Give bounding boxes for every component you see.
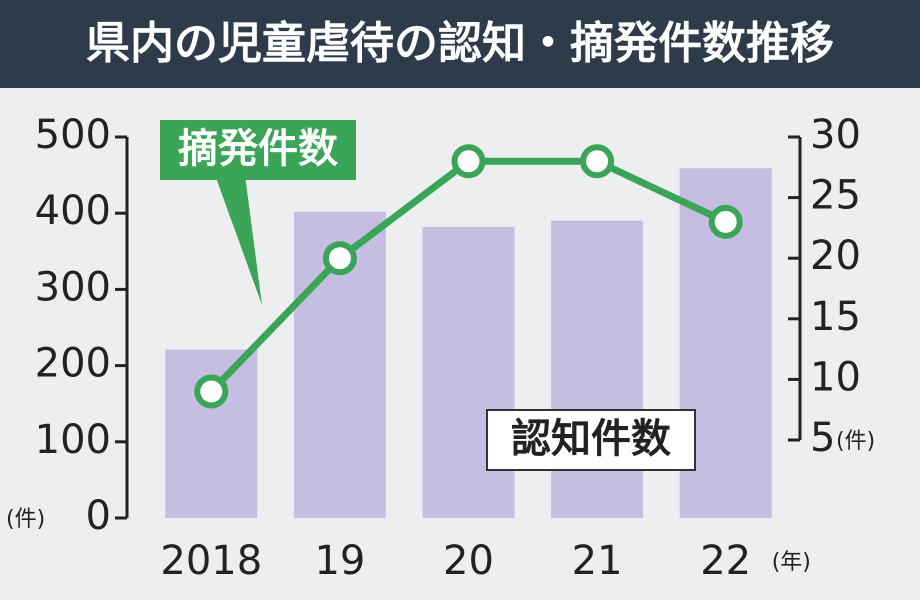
x-tick-label: 22 — [700, 538, 751, 584]
point — [580, 144, 615, 179]
chart-title: 県内の児童虐待の認知・摘発件数推移 — [86, 18, 834, 69]
x-unit: (年) — [772, 550, 811, 575]
point — [322, 241, 357, 276]
legend-box — [160, 120, 356, 180]
bar — [551, 220, 644, 518]
title-bar — [0, 0, 920, 88]
y2-tick-label: 5 — [810, 415, 835, 461]
x-tick-label: 21 — [572, 538, 623, 584]
y2-tick-label: 10 — [810, 354, 861, 400]
legend-label: 認知件数 — [511, 416, 671, 462]
y2-tick-label: 30 — [810, 112, 861, 158]
y2-tick-label: 25 — [810, 173, 861, 219]
x-tick-label: 19 — [314, 538, 365, 584]
y2-tick-label: 20 — [810, 233, 861, 279]
y-tick-label: 400 — [35, 188, 111, 234]
point — [194, 374, 229, 409]
y-tick-label: 200 — [35, 341, 111, 387]
y-unit: (件) — [6, 507, 45, 532]
legend-pointer — [215, 175, 262, 305]
legend-box — [486, 409, 696, 471]
point — [451, 144, 486, 179]
y-tick-label: 0 — [86, 493, 111, 539]
legend-label: 摘発件数 — [178, 126, 338, 172]
x-tick-label: 2018 — [160, 538, 262, 584]
y-tick-label: 500 — [35, 112, 111, 158]
y-tick-label: 100 — [35, 417, 111, 463]
y2-tick-label: 15 — [810, 294, 861, 340]
y2-unit: (件) — [836, 429, 875, 454]
y-tick-label: 300 — [35, 264, 111, 310]
point — [708, 204, 743, 239]
x-tick-label: 20 — [443, 538, 494, 584]
bar — [422, 226, 515, 518]
